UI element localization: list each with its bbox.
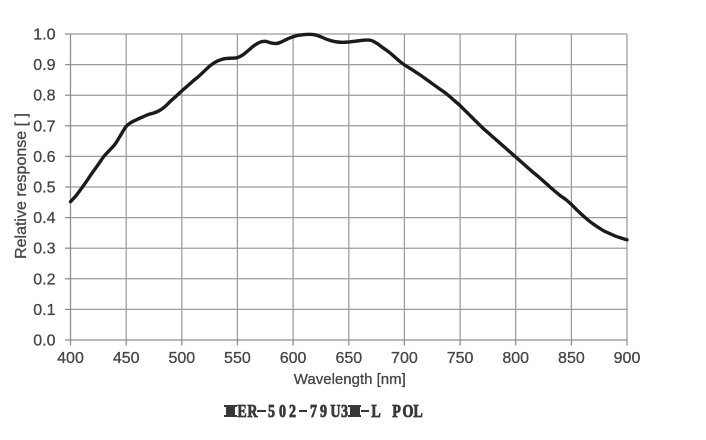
svg-text:450: 450 <box>113 350 140 367</box>
svg-text:1.0: 1.0 <box>33 27 55 44</box>
svg-text:700: 700 <box>391 350 418 367</box>
svg-text:600: 600 <box>280 350 307 367</box>
svg-text:0.2: 0.2 <box>33 271 55 288</box>
svg-text:0.9: 0.9 <box>33 57 55 74</box>
svg-text:550: 550 <box>224 350 251 367</box>
svg-text:Relative response [ ]: Relative response [ ] <box>13 113 30 259</box>
svg-text:400: 400 <box>57 350 84 367</box>
svg-text:0.4: 0.4 <box>33 210 55 227</box>
svg-text:0.3: 0.3 <box>33 241 55 258</box>
svg-text:0.0: 0.0 <box>33 333 55 350</box>
svg-text:0.8: 0.8 <box>33 88 55 105</box>
svg-text:0.6: 0.6 <box>33 149 55 166</box>
svg-text:0.7: 0.7 <box>33 118 55 135</box>
svg-text:650: 650 <box>335 350 362 367</box>
svg-text:800: 800 <box>502 350 529 367</box>
svg-text:Wavelength [nm]: Wavelength [nm] <box>294 371 406 388</box>
svg-text:850: 850 <box>558 350 585 367</box>
svg-text:0.1: 0.1 <box>33 302 55 319</box>
svg-text:500: 500 <box>168 350 195 367</box>
svg-text:750: 750 <box>447 350 474 367</box>
svg-text:0.5: 0.5 <box>33 180 55 197</box>
svg-text:900: 900 <box>614 350 641 367</box>
